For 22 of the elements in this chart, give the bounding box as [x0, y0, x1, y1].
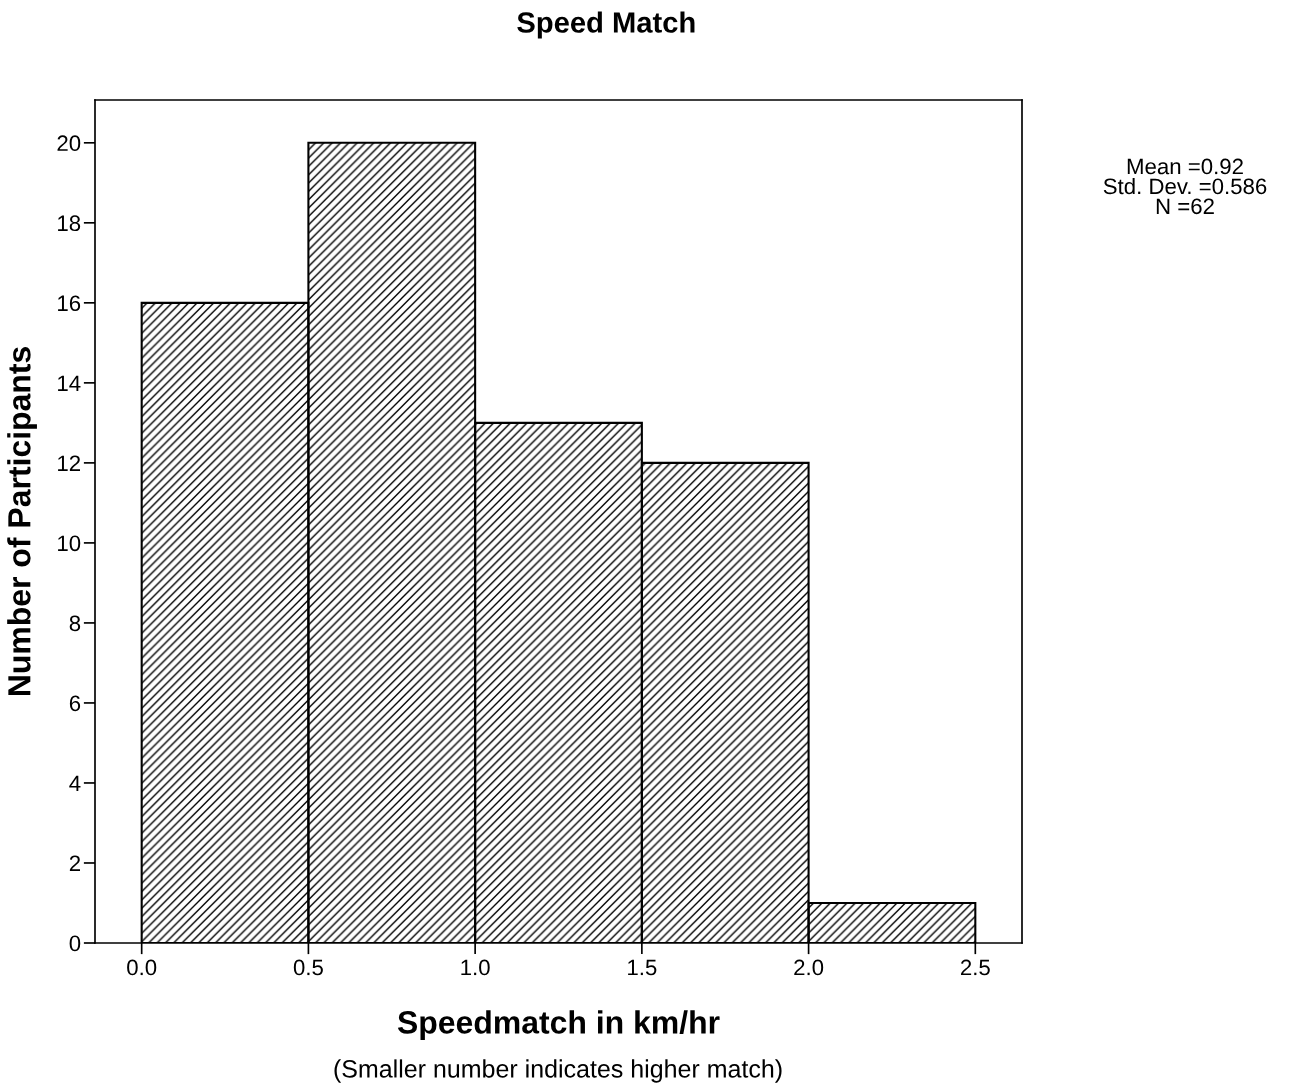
- y-tick-label: 2: [69, 855, 80, 872]
- text: Mean =0.92 Std. Dev. =0.586 N =62: [1103, 158, 1267, 215]
- y-tick-label: 8: [69, 615, 81, 632]
- y-tick-label: 12: [58, 455, 80, 471]
- y-tick-label: 4: [69, 775, 81, 792]
- y-tick-label: 20: [57, 135, 81, 152]
- chart-title: Speed Match: [517, 11, 695, 39]
- x-tick-label: 0.0: [127, 959, 157, 976]
- x-axis-title: Speedmatch in km/hr: [397, 1010, 720, 1041]
- y-tick-label: 14: [58, 375, 81, 391]
- x-tick-label: 2.5: [960, 959, 990, 976]
- y-tick-label: 18: [58, 215, 81, 232]
- y-axis-title: Number of Participants: [7, 347, 37, 696]
- text: (Smaller number indicates higher match): [334, 1059, 782, 1083]
- y-tick-label: 0: [69, 935, 81, 952]
- y-tick-label: 16: [58, 295, 81, 312]
- y-tick-label: 10: [58, 535, 81, 552]
- x-tick-label: 0.5: [293, 959, 323, 976]
- x-tick-label: 1.0: [461, 959, 490, 976]
- x-tick-label: 2.0: [794, 959, 824, 976]
- x-tick-label: 1.5: [628, 959, 657, 976]
- y-tick-label: 6: [69, 695, 81, 712]
